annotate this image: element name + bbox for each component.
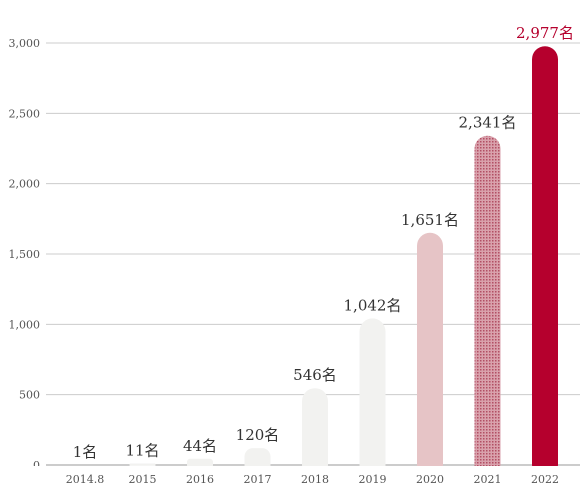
data-label-2016: 44名 bbox=[183, 437, 217, 455]
x-tick-label: 2017 bbox=[244, 473, 272, 486]
x-tick-label: 2018 bbox=[301, 473, 329, 486]
bar-2018 bbox=[302, 388, 328, 478]
data-label-2014.8: 1名 bbox=[73, 443, 98, 461]
data-label-2022: 2,977名 bbox=[516, 24, 574, 42]
x-tick-label: 2016 bbox=[186, 473, 214, 486]
data-labels: 1名 11名 44名 120名 546名 1,042名 1,651名 2,341名 2,977名 bbox=[73, 24, 574, 461]
bar-2022 bbox=[532, 46, 558, 479]
data-label-2018: 546名 bbox=[293, 366, 337, 384]
x-tick-label: 2019 bbox=[359, 473, 387, 486]
x-tick-label: 2021 bbox=[474, 473, 502, 486]
y-tick-label: 1,000 bbox=[9, 318, 41, 331]
x-axis: 2014.8 2015 2016 2017 2018 2019 2020 2021 2022 bbox=[66, 473, 559, 486]
bar-2021 bbox=[474, 135, 501, 478]
bar-2019 bbox=[359, 318, 386, 478]
y-tick-label: 3,000 bbox=[9, 37, 41, 50]
x-tick-label: 2020 bbox=[416, 473, 444, 486]
data-label-2017: 120名 bbox=[236, 426, 280, 444]
x-tick-label: 2015 bbox=[129, 473, 157, 486]
x-tick-label: 2014.8 bbox=[66, 473, 105, 486]
x-tick-label: 2022 bbox=[531, 473, 559, 486]
y-tick-label: 2,000 bbox=[9, 178, 41, 191]
bar-2020 bbox=[417, 232, 443, 478]
data-label-2019: 1,042名 bbox=[344, 296, 402, 314]
baseline-mask bbox=[0, 466, 580, 480]
grid bbox=[46, 42, 580, 466]
bar-2016 bbox=[187, 458, 213, 469]
y-tick-label: 1,500 bbox=[9, 248, 41, 261]
y-axis: 0 500 1,000 1,500 2,000 2,500 3,000 bbox=[9, 37, 41, 472]
y-tick-label: 0 bbox=[33, 459, 40, 472]
data-label-2020: 1,651名 bbox=[401, 211, 459, 229]
data-label-2021: 2,341名 bbox=[459, 114, 517, 132]
y-tick-label: 500 bbox=[19, 389, 40, 402]
y-tick-label: 2,500 bbox=[9, 107, 41, 120]
data-label-2015: 11名 bbox=[125, 441, 159, 459]
bars bbox=[0, 46, 580, 480]
bar-2015 bbox=[129, 463, 156, 466]
